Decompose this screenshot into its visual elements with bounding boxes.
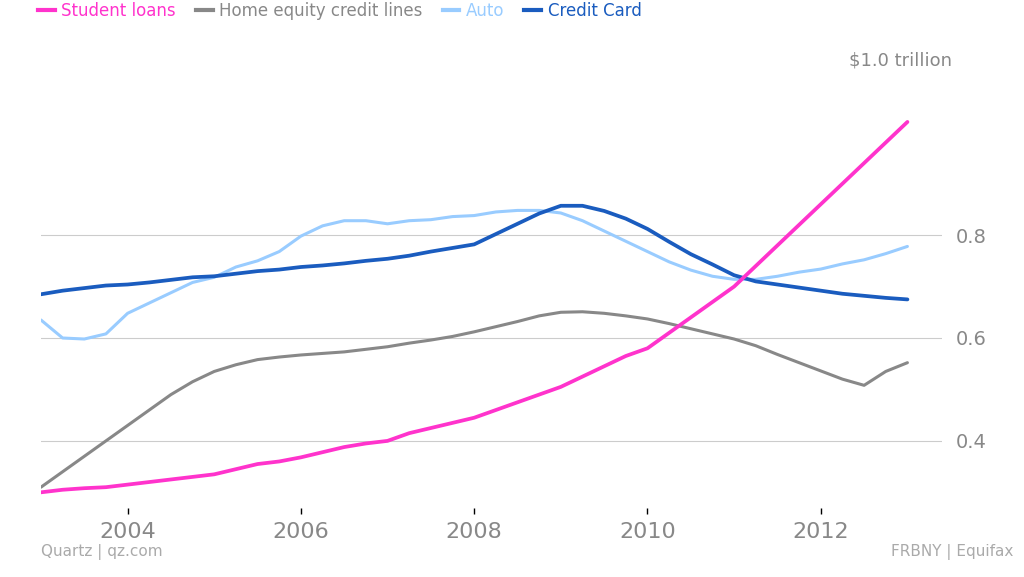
Text: $1.0 trillion: $1.0 trillion (849, 51, 952, 69)
Legend: Student loans, Home equity credit lines, Auto, Credit Card: Student loans, Home equity credit lines,… (32, 0, 648, 27)
Text: FRBNY | Equifax: FRBNY | Equifax (891, 544, 1014, 560)
Text: Quartz | qz.com: Quartz | qz.com (41, 544, 163, 560)
